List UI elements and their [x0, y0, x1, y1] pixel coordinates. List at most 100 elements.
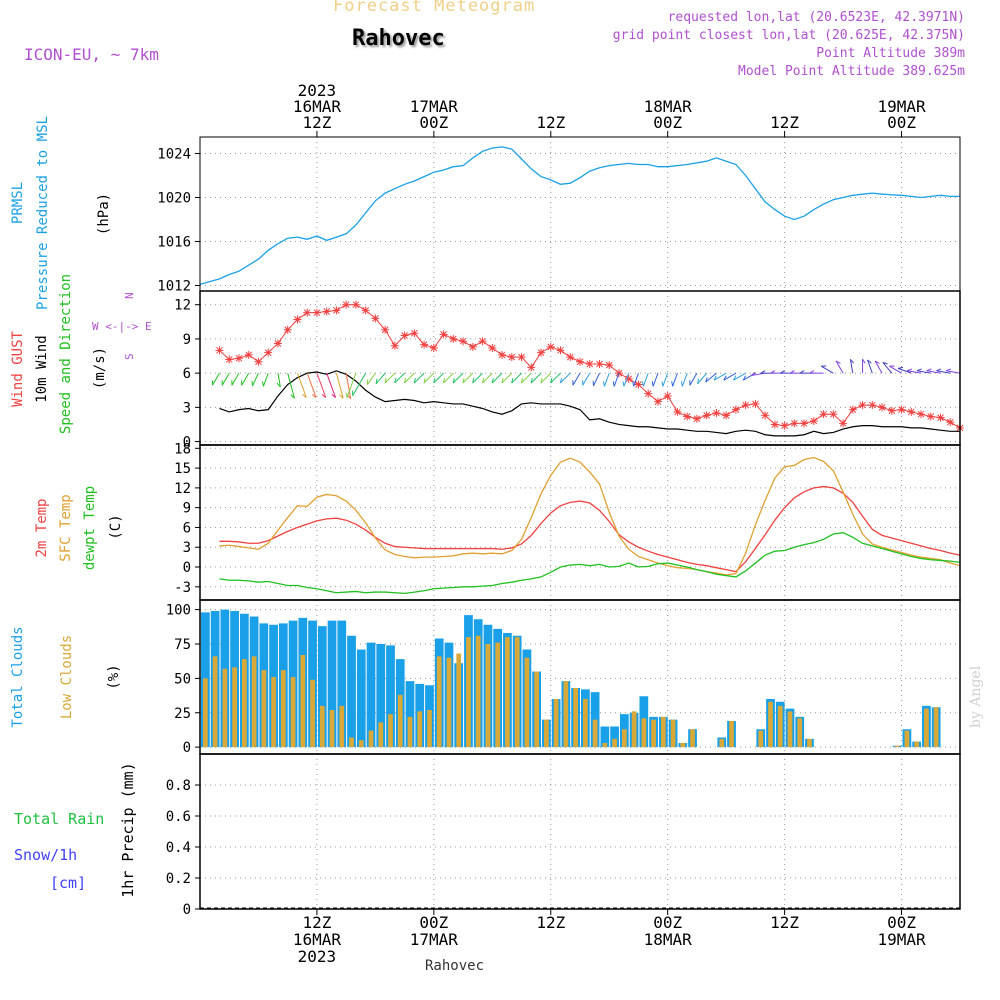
wind-arrow-head	[733, 375, 737, 381]
wind-arrow	[287, 373, 295, 399]
wind-arrow	[521, 372, 532, 384]
total-cloud-bar	[327, 620, 337, 748]
low-cloud-bar	[290, 677, 296, 748]
gust-label: Wind GUST	[10, 331, 26, 407]
wind-arrow	[936, 370, 951, 374]
wind-arrow	[511, 372, 522, 384]
wind-arrow	[705, 372, 717, 383]
x-tick-label-top: 18MAR	[644, 97, 693, 116]
low-cloud-bar	[339, 705, 345, 748]
gust-marker	[215, 346, 224, 355]
gust-marker	[332, 306, 341, 315]
wind-arrow	[623, 372, 630, 387]
gust-marker	[225, 355, 234, 364]
x-tick-label-top: 19MAR	[877, 97, 926, 116]
panel-frame	[199, 290, 961, 446]
gust-marker	[829, 410, 838, 419]
model-altitude: Model Point Altitude 389.625m	[738, 64, 965, 79]
low-cloud-bar	[914, 741, 920, 748]
wind-arrow-head	[612, 381, 615, 387]
wind-arrow-head	[916, 368, 922, 372]
x-tick-label-bottom: 12Z	[770, 913, 799, 932]
wind-arrow-head	[384, 378, 387, 384]
wind-arrow	[277, 373, 281, 388]
gust-marker	[926, 412, 935, 421]
wind-arrow-head	[680, 381, 683, 387]
gust-marker	[351, 300, 360, 309]
low-cloud-bar	[894, 745, 900, 748]
low-cloud-bar	[456, 653, 462, 748]
wind-arrow	[326, 372, 337, 398]
gust-marker	[429, 344, 438, 353]
gust-marker	[468, 342, 477, 351]
wind-arrow	[946, 370, 961, 374]
wind-arrow	[681, 372, 688, 387]
wind-arrow-head	[394, 378, 397, 384]
wind-arrow	[221, 372, 230, 386]
wind-arrow-head	[251, 380, 254, 386]
low-cloud-bar	[680, 743, 686, 748]
gust-marker	[712, 409, 721, 418]
low-cloud-bar	[758, 730, 764, 748]
gust-marker	[361, 306, 370, 315]
wind-arrow	[241, 372, 250, 386]
gust-marker	[848, 405, 857, 414]
wind-arrow	[482, 372, 493, 384]
gust-marker	[303, 308, 312, 317]
wind-arrow	[835, 360, 844, 374]
gust-marker	[731, 405, 740, 414]
y-tick-label: 50	[174, 671, 191, 687]
gust-marker	[459, 337, 468, 346]
x-tick-label-bottom: 18MAR	[644, 930, 693, 949]
wind-arrow-head	[550, 378, 553, 384]
wind-speed-line	[219, 370, 960, 437]
gust-marker	[897, 405, 906, 414]
wind-arrow-head	[882, 361, 888, 365]
gust-marker	[605, 361, 614, 370]
wind-arrow	[346, 372, 357, 398]
panel-frame	[199, 753, 961, 910]
x-tick-label-top: 2023	[298, 81, 337, 100]
gust-marker	[614, 369, 623, 378]
low-cloud-bar	[232, 667, 237, 748]
wind-arrow	[394, 372, 405, 384]
low-cloud-bar	[310, 679, 315, 748]
wind-arrow-head	[780, 370, 785, 374]
wind-arrow-head	[413, 378, 416, 384]
low-cloud-bar	[573, 688, 578, 748]
gust-marker	[498, 350, 507, 359]
wind-arrow	[423, 372, 435, 384]
low-cloud-bar	[280, 670, 286, 748]
low-cloud-bar	[475, 635, 481, 748]
low-cloud-bar	[212, 656, 218, 748]
low-cloud-bar	[222, 668, 228, 748]
gust-marker	[761, 411, 770, 420]
gust-marker	[751, 399, 760, 408]
low-cloud-bar	[690, 729, 695, 748]
wind-arrow-head	[874, 360, 880, 364]
low-cloud-bar	[427, 710, 432, 748]
gust-marker	[946, 418, 955, 427]
gust-marker	[556, 346, 565, 355]
wind-arrow-head	[789, 370, 795, 374]
wind-arrow-head	[481, 378, 485, 384]
wind-arrow	[231, 372, 240, 386]
gust-marker	[400, 331, 409, 340]
temp-2m-label: 2m Temp	[34, 498, 50, 557]
x-tick-label-top: 12Z	[770, 113, 799, 132]
x-tick-label-bottom: 00Z	[887, 913, 916, 932]
gust-marker	[449, 334, 458, 343]
x-tick-label-top: 00Z	[653, 113, 682, 132]
gust-marker	[264, 348, 273, 357]
wind-arrow	[820, 365, 834, 374]
grid-point-coords: grid point closest lon,lat (20.625E, 42.…	[612, 28, 965, 43]
wind-arrow-head	[452, 378, 455, 384]
gust-marker	[770, 420, 779, 429]
low-cloud-bar	[933, 707, 939, 748]
wind-arrow-head	[339, 394, 344, 399]
gust-marker	[293, 315, 302, 324]
wind-arrow-head	[850, 359, 855, 364]
wind-arrow	[689, 372, 698, 386]
temp-2m-line	[219, 485, 961, 573]
wind-arrow	[882, 362, 893, 374]
